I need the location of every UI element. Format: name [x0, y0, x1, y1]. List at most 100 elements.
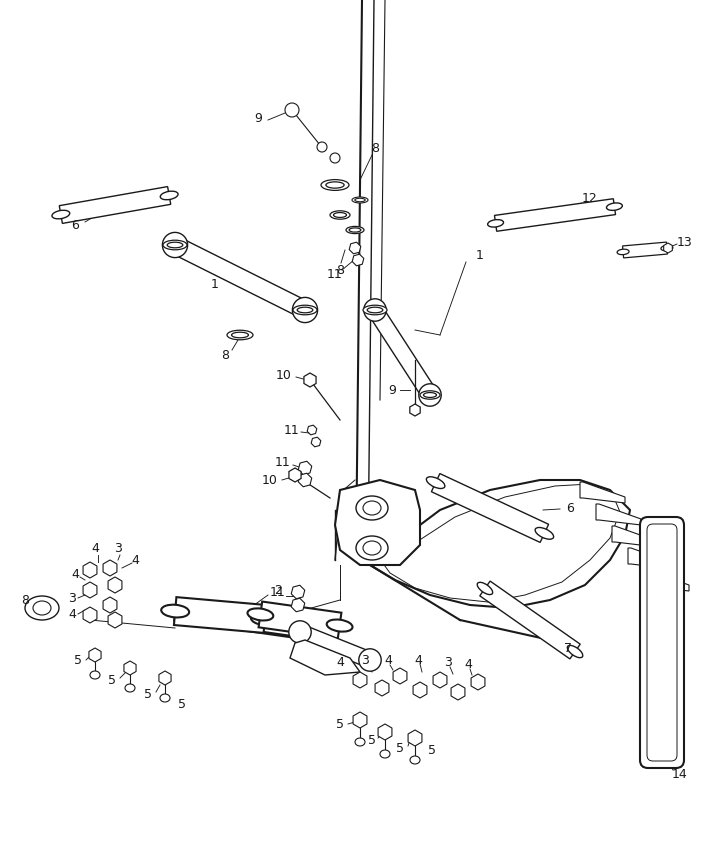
Text: 5: 5 [336, 718, 344, 732]
Polygon shape [259, 602, 341, 638]
Ellipse shape [317, 142, 327, 152]
Polygon shape [171, 237, 309, 318]
Text: 1: 1 [476, 248, 484, 262]
Ellipse shape [435, 675, 445, 685]
Polygon shape [89, 648, 101, 662]
Ellipse shape [251, 613, 279, 625]
Polygon shape [628, 548, 673, 569]
Ellipse shape [33, 601, 51, 615]
Text: 6: 6 [71, 219, 79, 231]
Ellipse shape [426, 477, 445, 489]
Polygon shape [612, 526, 657, 547]
Ellipse shape [327, 619, 352, 631]
Ellipse shape [167, 242, 183, 248]
Text: 3: 3 [444, 656, 452, 668]
Ellipse shape [227, 330, 253, 340]
Ellipse shape [661, 246, 673, 251]
Text: 11: 11 [275, 456, 291, 468]
Polygon shape [124, 661, 136, 675]
Ellipse shape [410, 733, 420, 744]
Polygon shape [297, 625, 373, 668]
Polygon shape [349, 242, 361, 254]
Text: 3: 3 [361, 653, 369, 667]
Text: 8: 8 [371, 142, 379, 154]
Ellipse shape [356, 496, 388, 520]
Polygon shape [480, 581, 580, 659]
Text: 1: 1 [211, 279, 219, 291]
Text: 11: 11 [327, 268, 343, 282]
Polygon shape [289, 468, 301, 482]
Text: 3: 3 [114, 542, 122, 555]
Ellipse shape [355, 675, 365, 685]
Ellipse shape [285, 103, 299, 117]
Ellipse shape [305, 376, 315, 385]
Ellipse shape [410, 756, 420, 764]
Ellipse shape [85, 610, 95, 620]
Ellipse shape [477, 582, 493, 594]
Text: 7: 7 [564, 641, 572, 654]
Text: 5: 5 [108, 674, 116, 686]
Ellipse shape [125, 663, 135, 673]
Polygon shape [335, 480, 420, 565]
Ellipse shape [293, 306, 317, 315]
Ellipse shape [363, 306, 387, 315]
Polygon shape [353, 672, 367, 688]
Ellipse shape [377, 683, 387, 693]
Polygon shape [375, 680, 389, 696]
Text: 4: 4 [131, 554, 139, 566]
Ellipse shape [355, 738, 365, 746]
Ellipse shape [349, 228, 361, 232]
Polygon shape [433, 672, 447, 688]
Polygon shape [174, 598, 266, 633]
Text: 6: 6 [566, 501, 574, 515]
Text: 10: 10 [262, 473, 278, 486]
Text: 5: 5 [74, 653, 82, 667]
Polygon shape [378, 724, 392, 740]
Ellipse shape [161, 604, 189, 618]
Ellipse shape [297, 307, 312, 313]
Polygon shape [291, 598, 304, 612]
Text: 3: 3 [68, 592, 76, 604]
Ellipse shape [415, 684, 425, 695]
Polygon shape [103, 560, 117, 576]
Ellipse shape [105, 600, 115, 610]
Polygon shape [103, 597, 117, 613]
Polygon shape [368, 306, 436, 399]
Ellipse shape [419, 384, 442, 406]
Ellipse shape [326, 181, 344, 188]
Text: 4: 4 [91, 542, 99, 555]
Text: 10: 10 [276, 369, 292, 381]
Ellipse shape [364, 299, 386, 322]
Polygon shape [159, 671, 171, 685]
Ellipse shape [420, 391, 440, 399]
Ellipse shape [289, 621, 311, 643]
Text: 5: 5 [428, 744, 436, 756]
Ellipse shape [291, 470, 299, 479]
Ellipse shape [617, 249, 629, 255]
Text: 8: 8 [221, 349, 229, 361]
Polygon shape [108, 612, 122, 628]
Ellipse shape [85, 585, 95, 595]
Polygon shape [290, 640, 360, 675]
Polygon shape [108, 577, 122, 593]
Text: 11: 11 [284, 424, 300, 436]
Ellipse shape [292, 297, 318, 322]
Text: 4: 4 [414, 653, 422, 667]
Ellipse shape [162, 232, 188, 257]
Polygon shape [307, 425, 317, 435]
Ellipse shape [90, 671, 100, 679]
Polygon shape [431, 473, 549, 543]
Ellipse shape [330, 153, 340, 163]
Ellipse shape [395, 671, 405, 681]
Ellipse shape [665, 245, 671, 252]
Polygon shape [83, 562, 97, 578]
Ellipse shape [160, 694, 170, 702]
Ellipse shape [160, 674, 170, 683]
Ellipse shape [423, 392, 436, 398]
Text: 11: 11 [270, 587, 286, 599]
Ellipse shape [453, 687, 463, 697]
Ellipse shape [488, 219, 504, 227]
Text: 9: 9 [388, 383, 396, 397]
Ellipse shape [367, 307, 383, 313]
Polygon shape [393, 668, 407, 684]
